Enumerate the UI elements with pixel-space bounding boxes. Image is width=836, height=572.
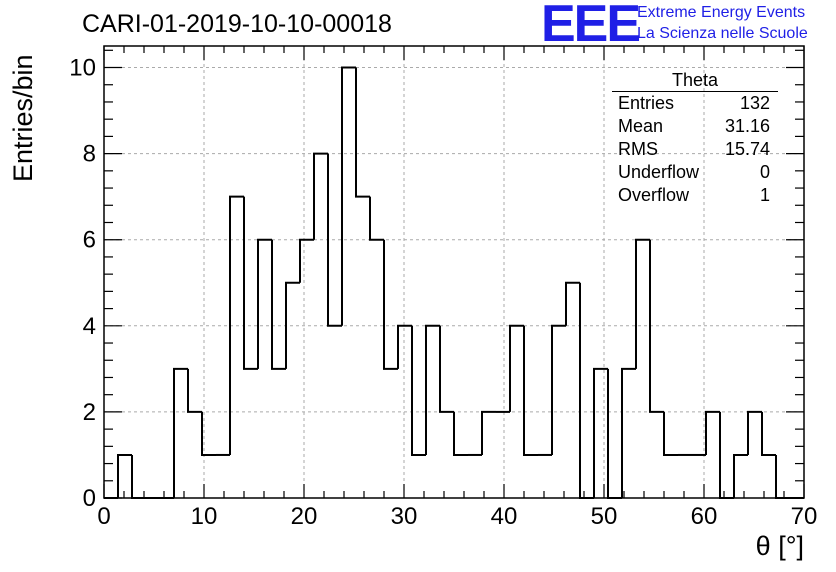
logo-line-2: La Scienza nelle Scuole xyxy=(637,25,808,42)
x-tick-label: 30 xyxy=(391,503,418,530)
histogram-bin xyxy=(243,196,258,370)
plot-frame xyxy=(103,45,805,499)
x-tick-label: 20 xyxy=(291,503,318,530)
histogram-bin xyxy=(635,238,650,369)
histogram-bin xyxy=(663,411,678,456)
y-tick-label: 6 xyxy=(83,227,96,254)
axis-ticks xyxy=(103,46,805,499)
histogram-bin xyxy=(593,367,608,498)
y-tick-label: 8 xyxy=(83,141,96,168)
stats-row-overflow: Overflow 1 xyxy=(612,184,778,207)
stats-row-rms: RMS 15.74 xyxy=(612,138,778,161)
stats-label: RMS xyxy=(618,139,658,159)
y-tick-label: 0 xyxy=(83,485,96,512)
stats-row-entries: Entries 132 xyxy=(612,92,778,115)
histogram-bin xyxy=(355,67,370,198)
histogram-bin xyxy=(313,152,328,240)
y-axis-label: Entries/bin xyxy=(8,54,38,182)
histogram-bin xyxy=(187,368,202,413)
histogram-bin xyxy=(565,281,580,326)
histogram-bin xyxy=(719,411,734,499)
y-tick-label: 10 xyxy=(69,55,96,82)
histogram-bin xyxy=(621,367,636,498)
stats-value: 1 xyxy=(759,185,770,205)
histogram-bin xyxy=(551,324,566,455)
histogram-bin xyxy=(523,325,538,456)
x-tick-label: 10 xyxy=(191,503,218,530)
logo-line-1: Extreme Energy Events xyxy=(637,4,806,21)
histogram-bin xyxy=(299,238,314,283)
histogram-bin xyxy=(747,410,762,455)
histogram-bin xyxy=(341,66,356,326)
histogram-bin xyxy=(173,367,188,498)
histogram-bin xyxy=(285,281,300,369)
histogram-bin xyxy=(775,454,790,499)
histogram-bin xyxy=(229,195,244,455)
x-axis-label: θ [°] xyxy=(755,531,804,561)
histogram-bin xyxy=(425,324,440,455)
histogram-bin xyxy=(369,196,384,241)
histogram-bin xyxy=(383,239,398,370)
histogram-bars xyxy=(104,66,804,499)
stats-row-mean: Mean 31.16 xyxy=(612,115,778,138)
x-tick-label: 70 xyxy=(791,503,818,530)
x-tick-label: 50 xyxy=(591,503,618,530)
stats-value: 0 xyxy=(759,162,770,182)
histogram-bin xyxy=(509,324,524,412)
histogram-bin xyxy=(481,410,496,455)
histogram-bin xyxy=(607,368,622,499)
histogram-bin xyxy=(439,325,454,413)
eee-logo: EEE Extreme Energy Events La Scienza nel… xyxy=(541,0,831,52)
histogram-bin xyxy=(411,325,426,456)
y-tick-label: 4 xyxy=(83,313,96,340)
y-tick-label: 2 xyxy=(83,399,96,426)
histogram-bin xyxy=(579,282,594,499)
stats-value: 132 xyxy=(739,93,770,113)
x-tick-label: 40 xyxy=(491,503,518,530)
chart-title: CARI-01-2019-10-10-00018 xyxy=(82,10,392,38)
logo-mark: EEE xyxy=(541,0,641,53)
histogram-bin xyxy=(117,453,132,498)
x-tick-label: 0 xyxy=(97,503,110,530)
histogram-bin xyxy=(733,453,748,498)
stats-title: Theta xyxy=(612,70,778,92)
histogram-bin xyxy=(705,410,720,455)
histogram-bin xyxy=(327,153,342,327)
histogram-bin xyxy=(201,411,216,456)
histogram-bin xyxy=(761,411,776,456)
grid-lines xyxy=(104,46,804,498)
histogram-bin xyxy=(271,239,286,370)
histogram-bin xyxy=(453,411,468,456)
histogram-bin xyxy=(397,324,412,369)
stats-row-underflow: Underflow 0 xyxy=(612,161,778,184)
stats-label: Underflow xyxy=(618,162,700,182)
histogram-bin xyxy=(257,238,272,369)
stats-label: Mean xyxy=(618,116,664,136)
histogram-bin xyxy=(649,239,664,413)
stats-label: Entries xyxy=(618,93,675,113)
stats-label: Overflow xyxy=(618,185,690,205)
stats-value: 31.16 xyxy=(724,116,770,136)
stats-value: 15.74 xyxy=(724,139,770,159)
stats-box: Theta Entries 132 Mean 31.16 RMS 15.74 U… xyxy=(612,70,778,207)
x-tick-label: 60 xyxy=(691,503,718,530)
